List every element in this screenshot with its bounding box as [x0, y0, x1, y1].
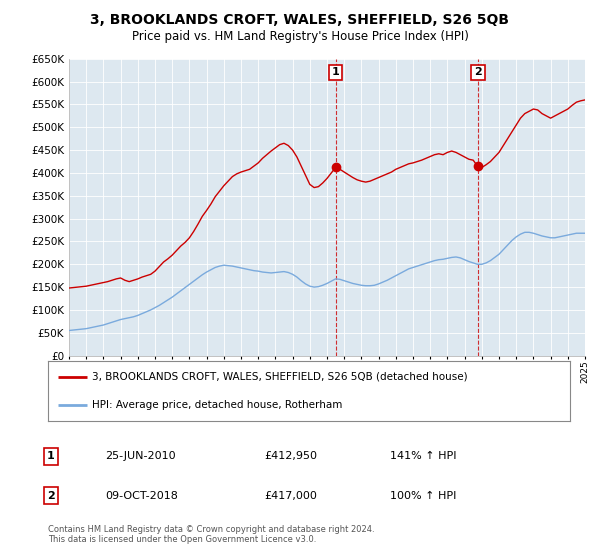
Text: HPI: Average price, detached house, Rotherham: HPI: Average price, detached house, Roth… [92, 400, 343, 410]
Text: 141% ↑ HPI: 141% ↑ HPI [390, 451, 457, 461]
Text: 2: 2 [47, 491, 55, 501]
Text: 25-JUN-2010: 25-JUN-2010 [105, 451, 176, 461]
Text: 1: 1 [47, 451, 55, 461]
Text: 2: 2 [474, 68, 482, 77]
Text: 3, BROOKLANDS CROFT, WALES, SHEFFIELD, S26 5QB (detached house): 3, BROOKLANDS CROFT, WALES, SHEFFIELD, S… [92, 372, 468, 382]
Text: 1: 1 [332, 68, 340, 77]
Text: 3, BROOKLANDS CROFT, WALES, SHEFFIELD, S26 5QB: 3, BROOKLANDS CROFT, WALES, SHEFFIELD, S… [91, 13, 509, 27]
Text: 100% ↑ HPI: 100% ↑ HPI [390, 491, 457, 501]
Text: 09-OCT-2018: 09-OCT-2018 [105, 491, 178, 501]
Text: Price paid vs. HM Land Registry's House Price Index (HPI): Price paid vs. HM Land Registry's House … [131, 30, 469, 43]
Text: Contains HM Land Registry data © Crown copyright and database right 2024.
This d: Contains HM Land Registry data © Crown c… [48, 525, 374, 544]
Text: £412,950: £412,950 [264, 451, 317, 461]
Text: £417,000: £417,000 [264, 491, 317, 501]
